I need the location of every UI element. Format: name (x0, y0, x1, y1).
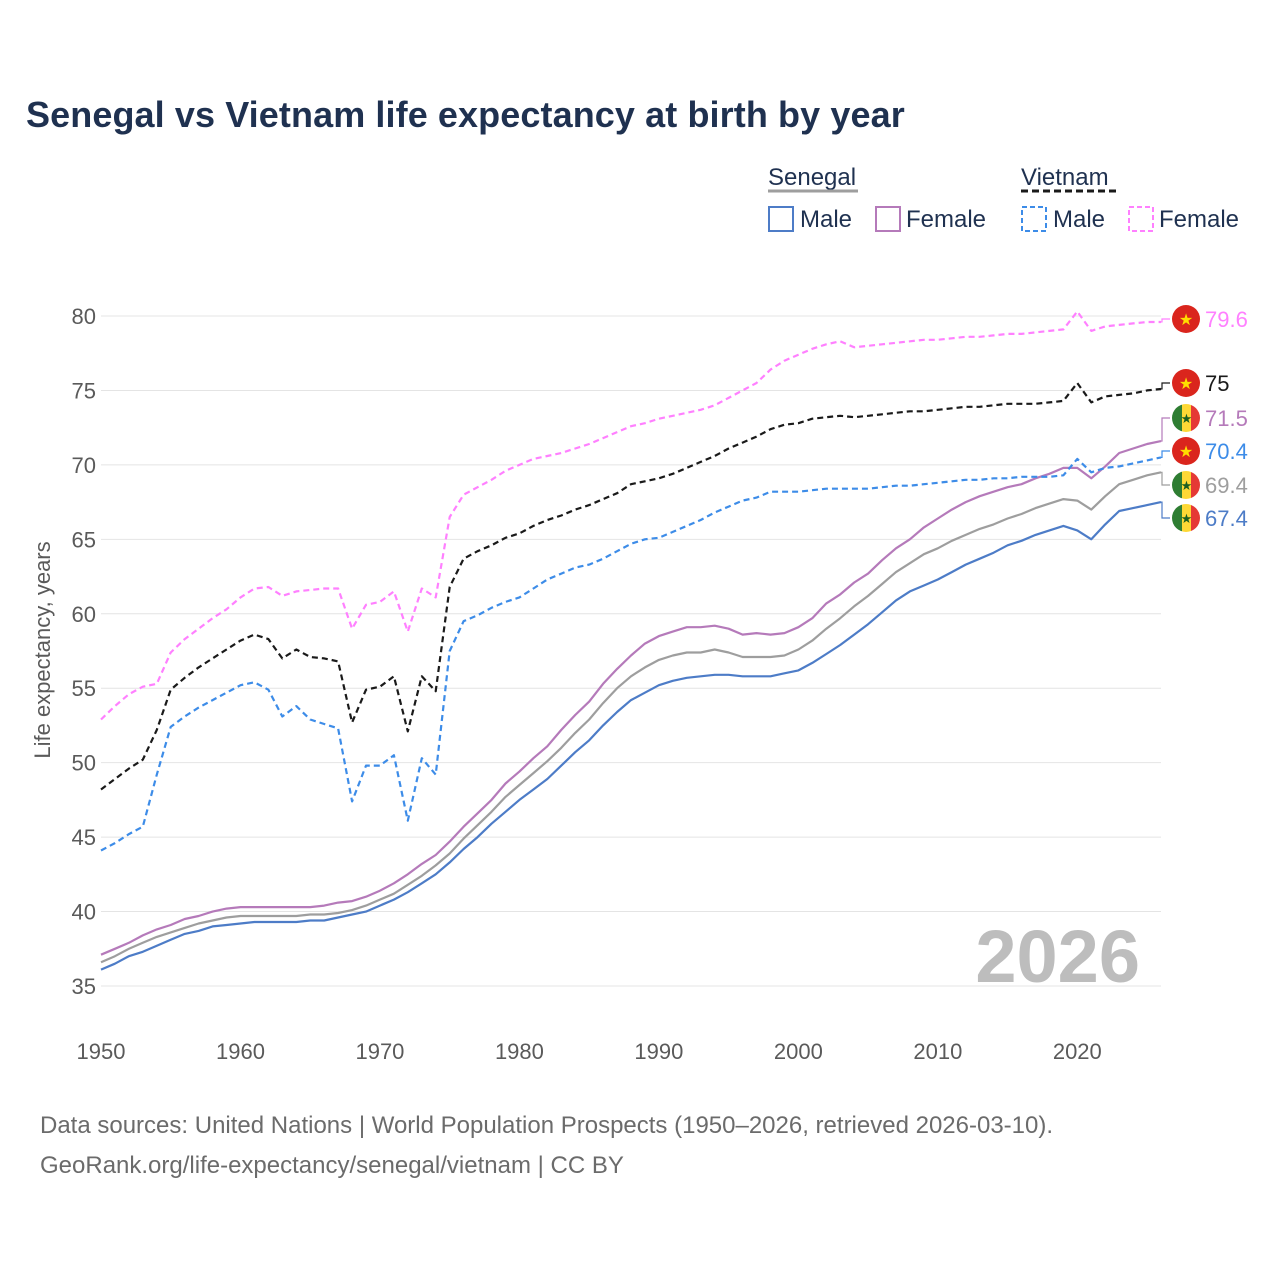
legend-vietnam-male-swatch (1021, 206, 1047, 232)
year-watermark: 2026 (975, 915, 1140, 998)
end-label-senegal: 69.4 (1205, 473, 1248, 498)
series-line-senegal-male (100, 501, 1162, 971)
y-tick-label: 50 (72, 751, 96, 776)
y-axis-ticks: 35 40 45 50 55 60 65 70 75 80 (72, 304, 96, 999)
senegal-flag-icon: ★ (1172, 504, 1200, 532)
svg-text:★: ★ (1179, 444, 1193, 461)
legend-vietnam-female-swatch (1128, 206, 1154, 232)
legend-group-vietnam: Vietnam (1021, 164, 1109, 191)
legend-senegal-male-swatch (768, 206, 794, 232)
x-tick-label: 2020 (1053, 1039, 1102, 1064)
legend-vietnam-female-label: Female (1159, 206, 1239, 233)
end-label-connector (1161, 382, 1170, 390)
svg-text:★: ★ (1179, 376, 1193, 393)
y-tick-label: 70 (72, 453, 96, 478)
series-line-vietnam-male (100, 456, 1162, 852)
grid (101, 315, 1161, 987)
legend-senegal-male-label: Male (800, 206, 852, 233)
vietnam-flag-icon: ★ (1172, 437, 1200, 465)
vietnam-flag-icon: ★ (1172, 369, 1200, 397)
x-tick-label: 2000 (774, 1039, 823, 1064)
y-tick-label: 45 (72, 825, 96, 850)
y-tick-label: 35 (72, 974, 96, 999)
end-labels: ★ 79.6 ★ 75 ★ 71.5 ★ 70.4 ★ 69.4 ★ 67.4 (1161, 305, 1248, 532)
legend-group-senegal: Senegal (768, 164, 856, 191)
end-label-connector (1161, 318, 1170, 323)
end-label-connector (1161, 450, 1170, 459)
end-label-senegal-female: 71.5 (1205, 406, 1248, 431)
series-line-vietnam-female (100, 310, 1161, 721)
x-tick-label: 1950 (77, 1039, 126, 1064)
end-label-vietnam-female: 79.6 (1205, 307, 1248, 332)
end-label-connector (1161, 471, 1170, 486)
series-lines (100, 310, 1162, 971)
svg-text:★: ★ (1179, 312, 1193, 329)
series-line-vietnam (100, 381, 1162, 791)
series-line-senegal-female (100, 440, 1162, 956)
x-tick-label: 1970 (355, 1039, 404, 1064)
x-axis-ticks: 1950 1960 1970 1980 1990 2000 2010 2020 (77, 1039, 1102, 1064)
x-tick-label: 1980 (495, 1039, 544, 1064)
end-label-connector (1161, 501, 1170, 519)
data-source-text: Data sources: United Nations | World Pop… (40, 1112, 1054, 1139)
legend-vietnam-male-label: Male (1053, 206, 1105, 233)
footer: Data sources: United Nations | World Pop… (40, 1106, 1053, 1186)
series-line-senegal (100, 471, 1162, 964)
senegal-flag-icon: ★ (1172, 404, 1200, 432)
chart-title: Senegal vs Vietnam life expectancy at bi… (26, 94, 905, 135)
senegal-flag-icon: ★ (1172, 471, 1200, 499)
end-label-connector (1161, 417, 1170, 442)
y-tick-label: 60 (72, 602, 96, 627)
end-label-vietnam-male: 70.4 (1205, 439, 1248, 464)
y-tick-label: 40 (72, 900, 96, 925)
x-tick-label: 1960 (216, 1039, 265, 1064)
vietnam-flag-icon: ★ (1172, 305, 1200, 333)
y-tick-label: 80 (72, 304, 96, 329)
end-label-vietnam: 75 (1205, 371, 1229, 396)
x-tick-label: 1990 (634, 1039, 683, 1064)
y-tick-label: 75 (72, 378, 96, 403)
x-tick-label: 2010 (913, 1039, 962, 1064)
end-label-senegal-male: 67.4 (1205, 506, 1248, 531)
svg-text:★: ★ (1181, 511, 1193, 526)
legend: Senegal Male Female Vietnam Male Female (768, 164, 1239, 233)
source-link-text: GeoRank.org/life-expectancy/senegal/viet… (40, 1152, 624, 1179)
y-tick-label: 55 (72, 676, 96, 701)
y-tick-label: 65 (72, 527, 96, 552)
y-axis-label: Life expectancy, years (30, 541, 55, 758)
legend-senegal-female-swatch (875, 206, 901, 232)
svg-text:★: ★ (1181, 478, 1193, 493)
legend-senegal-female-label: Female (906, 206, 986, 233)
svg-text:★: ★ (1181, 411, 1193, 426)
